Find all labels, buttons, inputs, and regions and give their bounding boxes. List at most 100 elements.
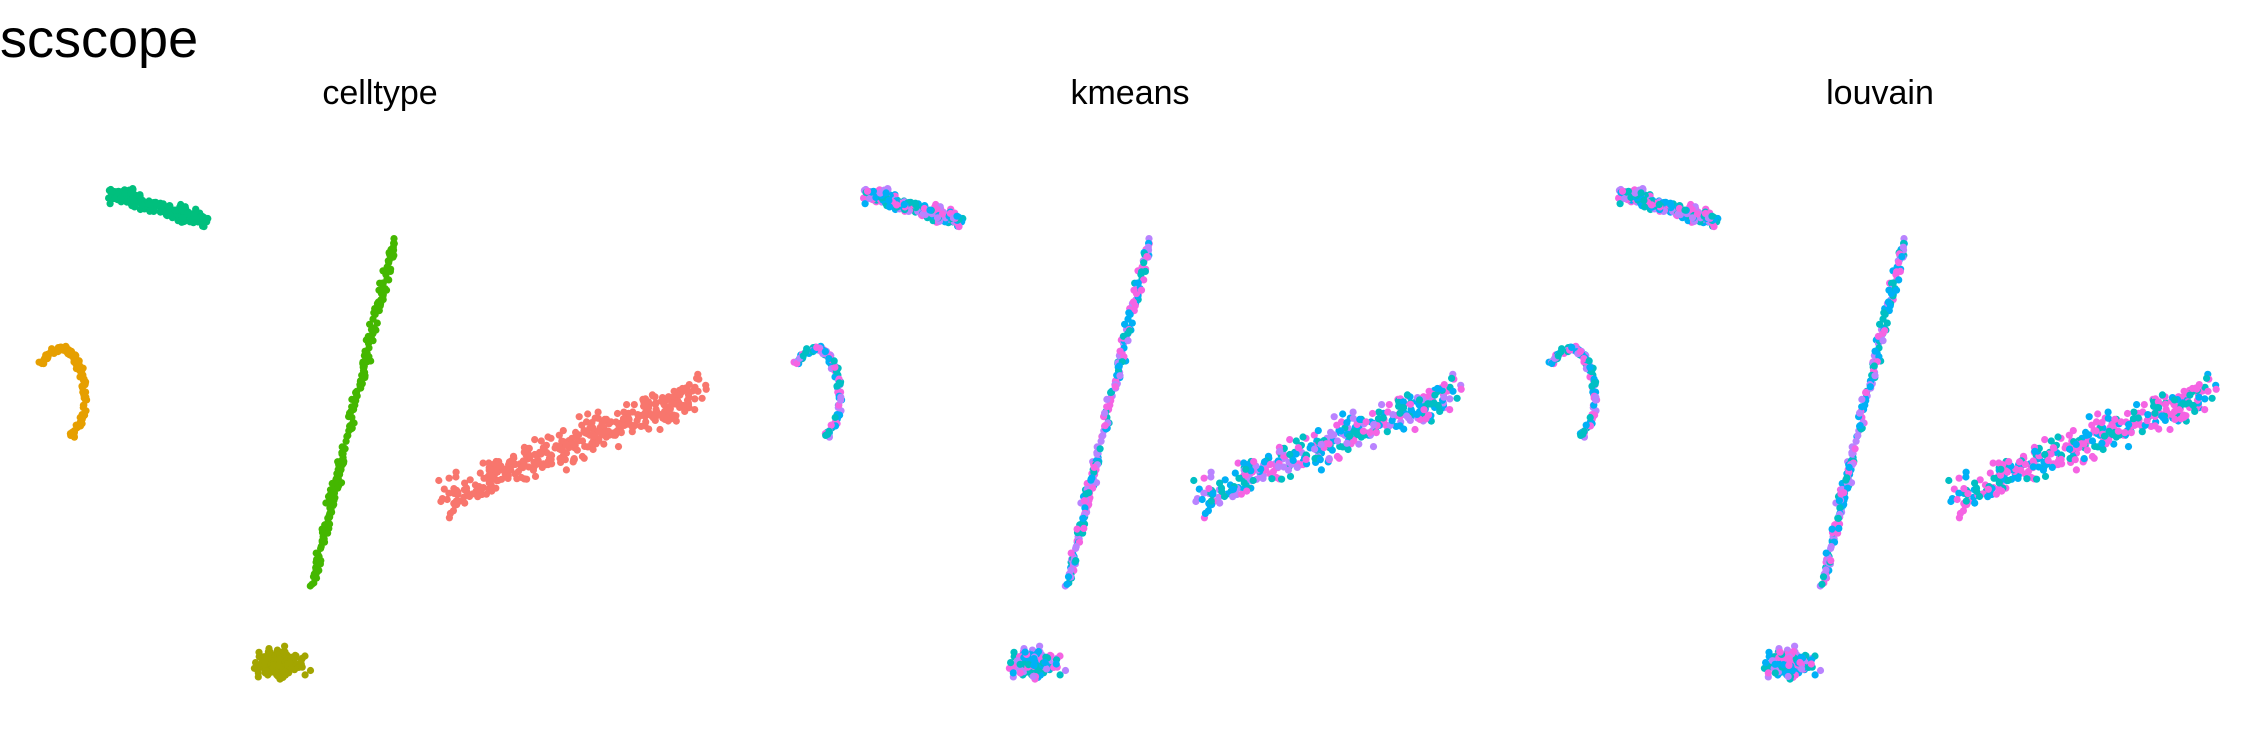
scatter-point (183, 210, 191, 218)
scatter-point (1125, 309, 1133, 317)
scatter-point (1368, 409, 1377, 418)
scatter-point (72, 421, 80, 429)
scatter-point (1762, 659, 1770, 667)
scatter-point (2138, 428, 2146, 436)
scatter-point (1592, 393, 1600, 401)
scatter-point (450, 485, 458, 493)
scatter-point (685, 393, 693, 401)
scatter-point (2033, 475, 2041, 483)
scatter-point (318, 525, 326, 533)
scatter-point (494, 476, 502, 485)
scatter-point (1269, 467, 1277, 476)
scatter-point (578, 452, 587, 461)
scatter-point (1052, 660, 1060, 668)
scatter-point (342, 437, 350, 445)
scatter-point (1984, 485, 1992, 493)
scatter-point (1871, 372, 1879, 380)
scatter-point (2110, 440, 2118, 448)
scatter-point (1667, 201, 1675, 209)
scatter-point (534, 456, 542, 464)
scatter-point (445, 474, 453, 482)
scatter-point (1311, 445, 1319, 453)
scatter-point (198, 212, 206, 220)
scatter-point (590, 432, 599, 440)
scatter-point (926, 206, 934, 214)
scatter-point (1866, 383, 1874, 391)
scatter-point (346, 409, 354, 417)
scatter-point (660, 396, 669, 404)
scatter-point (110, 194, 118, 203)
scatter-point (1041, 658, 1049, 667)
scatter-point (582, 418, 591, 426)
scatter-point (1396, 409, 1404, 417)
scatter-point (1216, 499, 1224, 507)
scatter-point (178, 214, 187, 222)
scatter-point (1242, 465, 1250, 473)
scatter-point (1140, 259, 1148, 267)
scatter-point (361, 347, 369, 355)
scatter-point (1449, 387, 1457, 395)
scatter-point (1440, 393, 1448, 401)
scatter-point (1343, 439, 1351, 447)
scatter-point (2082, 428, 2090, 436)
scatter-point (1771, 660, 1779, 668)
scatter-point (813, 343, 821, 351)
scatter-point (452, 497, 460, 505)
scatter-point (1370, 421, 1378, 429)
scatter-point (1034, 647, 1043, 656)
scatter-point (547, 455, 555, 463)
scatter-point (648, 412, 656, 420)
scatter-point (288, 665, 296, 673)
scatter-point (369, 315, 377, 323)
scatter-point (2071, 456, 2079, 464)
scatter-point (360, 362, 368, 370)
scatter-point (2092, 427, 2100, 435)
scatter-point (2208, 394, 2216, 402)
scatter-point (633, 417, 641, 425)
scatter-point (1063, 580, 1071, 588)
scatter-point (1892, 286, 1901, 294)
scatter-point (1190, 476, 1198, 485)
scatter-point (1411, 425, 1419, 434)
scatter-point (561, 456, 569, 464)
scatter-point (1627, 193, 1635, 202)
scatter-point (885, 196, 893, 205)
scatter-point (1807, 660, 1815, 668)
scatter-point (75, 357, 83, 365)
scatter-point (106, 200, 114, 208)
scatter-point (1337, 418, 1346, 426)
scatter-point (1292, 437, 1300, 445)
scatter-point (1976, 476, 1984, 484)
scatter-point (644, 398, 653, 406)
scatter-point (2092, 418, 2101, 426)
scatter-point (1021, 648, 1029, 656)
scatter-point (1355, 440, 1363, 448)
scatter-point (2186, 391, 2194, 399)
scatter-point (830, 357, 838, 365)
scatter-point (793, 359, 801, 368)
scatter-point (474, 485, 482, 493)
scatter-point (1314, 427, 1322, 435)
scatter-point (335, 463, 343, 471)
scatter-point (105, 194, 113, 202)
scatter-panel-celltype (35, 185, 710, 683)
scatter-point (665, 406, 673, 414)
scatter-point (1588, 382, 1596, 390)
scatter-point (1067, 549, 1075, 557)
scatter-point (2041, 472, 2050, 480)
scatter-point (2094, 410, 2102, 418)
scatter-point (1064, 573, 1073, 581)
scatter-point (562, 440, 570, 448)
scatter-point (2133, 401, 2141, 409)
scatter-point (1200, 474, 1208, 482)
scatter-point (1898, 253, 1906, 261)
scatter-point (1852, 437, 1860, 445)
scatter-point (1103, 395, 1111, 403)
scatter-point (1229, 485, 1237, 493)
scatter-point (1836, 504, 1844, 512)
scatter-point (117, 193, 125, 202)
scatter-point (1945, 476, 1953, 485)
scatter-point (1366, 429, 1374, 437)
scatter-point (461, 499, 469, 507)
scatter-point (1827, 557, 1835, 565)
